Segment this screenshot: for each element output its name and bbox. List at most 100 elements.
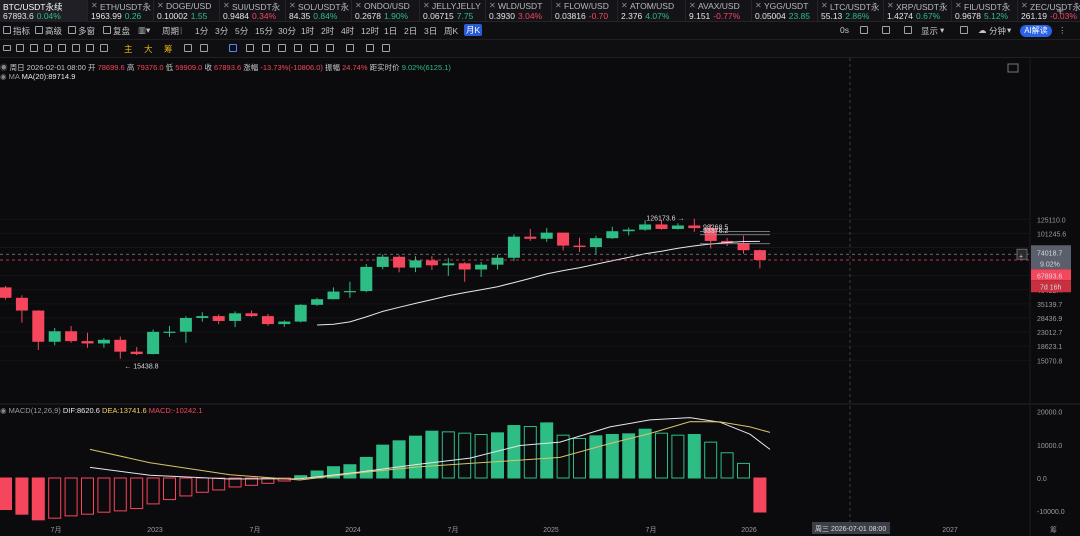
macd-bar — [245, 477, 258, 486]
display-button[interactable]: 显示 — [921, 26, 939, 36]
symbol-tab[interactable]: ✕ ATOM/USD 2.376 4.07% — [618, 0, 686, 22]
close-tab-icon[interactable]: ✕ — [689, 1, 696, 10]
ma-eye-icon[interactable]: ◉ — [0, 72, 9, 81]
symbol-tab[interactable]: ✕ SUI/USDT永 0.9484 0.34% — [220, 0, 286, 22]
ray-tool-icon[interactable] — [30, 44, 38, 52]
snapshot-icon[interactable] — [882, 26, 890, 34]
cloud-icon[interactable]: ☁ — [978, 25, 987, 35]
main-chart-button[interactable]: 主 — [124, 44, 133, 54]
replay-button[interactable]: 复盘 — [113, 26, 131, 36]
ai-interpret-button[interactable]: AI解读 — [1020, 25, 1052, 37]
advanced-button[interactable]: 高级 — [45, 26, 63, 36]
price-chart[interactable]: 125110.0101245.681933.453657.443422.4351… — [0, 58, 1080, 536]
fullscreen-icon[interactable] — [960, 26, 968, 34]
eye-icon[interactable] — [326, 44, 334, 52]
tab-symbol: ETH/USDT永 — [100, 2, 152, 12]
interval-option[interactable]: 3分 — [215, 26, 229, 36]
magnet-icon[interactable] — [246, 44, 254, 52]
macd-info: ◉ MACD(12,26,9) DIF:8620.6 DEA:13741.6 M… — [0, 406, 203, 415]
close-tab-icon[interactable]: ✕ — [955, 1, 962, 10]
measure-tool-icon[interactable] — [72, 44, 80, 52]
close-tab-icon[interactable]: ✕ — [423, 1, 430, 10]
interval-option[interactable]: 1时 — [301, 26, 315, 36]
symbol-tab[interactable]: ✕ JELLYJELLY 0.06715 7.75 — [420, 0, 486, 22]
close-tab-icon[interactable]: ✕ — [555, 1, 562, 10]
symbol-tab[interactable]: ✕ FLOW/USD 0.03816 -0.70 — [552, 0, 618, 22]
close-tab-icon[interactable]: ✕ — [1021, 1, 1028, 10]
ruler-icon[interactable] — [184, 44, 192, 52]
close-tab-icon[interactable]: ✕ — [621, 1, 628, 10]
symbol-tab[interactable]: ✕ FIL/USDT永 0.9678 5.12% — [952, 0, 1018, 22]
symbol-tab[interactable]: ✕ SOL/USDT永 84.35 0.84% — [286, 0, 352, 22]
symbol-tab[interactable]: BTC/USDT永续 67893.6 0.04% — [0, 0, 88, 22]
fib-tool-icon[interactable] — [58, 44, 66, 52]
macd-histogram — [0, 417, 771, 521]
close-tab-icon[interactable]: ✕ — [355, 1, 362, 10]
multi-window-button[interactable]: 多窗 — [78, 26, 96, 36]
close-tab-icon[interactable]: ✕ — [489, 1, 496, 10]
trash-icon[interactable] — [346, 44, 354, 52]
close-label: 收 — [204, 63, 212, 72]
interval-option[interactable]: 月K — [464, 24, 483, 36]
interval-option[interactable]: 周K — [444, 26, 459, 36]
interval-option[interactable]: 15分 — [255, 26, 273, 36]
close-tab-icon[interactable]: ✕ — [223, 1, 230, 10]
copy-icon[interactable] — [229, 44, 237, 52]
interval-option[interactable]: 4时 — [341, 26, 355, 36]
symbol-tab[interactable]: ✕ DOGE/USD 0.10002 1.55 — [154, 0, 220, 22]
lock-icon[interactable] — [310, 44, 318, 52]
time-axis-label: 2026 — [741, 527, 757, 534]
add-tab-icon[interactable]: + — [1056, 3, 1064, 18]
close-tab-icon[interactable]: ✕ — [755, 1, 762, 10]
interval-option[interactable]: 3日 — [424, 26, 438, 36]
close-tab-icon[interactable]: ✕ — [887, 1, 894, 10]
close-tab-icon[interactable]: ✕ — [821, 1, 828, 10]
symbol-tab[interactable]: ✕ XRP/USDT永 1.4274 0.67% — [884, 0, 952, 22]
symbol-tab[interactable]: ✕ AVAX/USD 9.151 -0.77% — [686, 0, 752, 22]
tab-price: 2.376 4.07% — [621, 11, 670, 21]
close-tab-icon[interactable]: ✕ — [289, 1, 296, 10]
big-order-button[interactable]: 大 — [144, 44, 153, 54]
eye-toggle-icon[interactable]: ◉ — [0, 63, 10, 72]
line-tool-icon[interactable] — [16, 44, 24, 52]
indicator-button[interactable]: 指标 — [13, 26, 31, 36]
interval-option[interactable]: 1分 — [195, 26, 209, 36]
interval-option[interactable]: 2日 — [404, 26, 418, 36]
macd-eye-icon[interactable]: ◉ — [0, 406, 9, 415]
interval-option[interactable]: 30分 — [278, 26, 296, 36]
symbol-tab[interactable]: ✕ ONDO/USD 0.2678 1.90% — [352, 0, 420, 22]
display-chevron-icon[interactable]: ▾ — [940, 25, 945, 35]
ma-label[interactable]: MA — [8, 72, 20, 81]
symbol-tab[interactable]: ✕ LTC/USDT永 55.13 2.86% — [818, 0, 884, 22]
macd-tick-label: 20000.0 — [1037, 410, 1062, 417]
settings-icon[interactable] — [904, 26, 912, 34]
symbol-tab[interactable]: ✕ ETH/USDT永 1963.99 0.26 — [88, 0, 154, 22]
chip-button[interactable]: 筹 — [164, 44, 173, 54]
interval-option[interactable]: 2时 — [321, 26, 335, 36]
layout-icon[interactable] — [860, 26, 868, 34]
channel-tool-icon[interactable] — [44, 44, 52, 52]
rect-tool-icon[interactable] — [3, 45, 11, 51]
eraser-icon[interactable] — [294, 44, 302, 52]
minute-chevron-icon[interactable]: ▾ — [1007, 25, 1012, 35]
interval-option[interactable]: 1日 — [384, 26, 398, 36]
macd-label[interactable]: MACD(12,26,9) — [8, 406, 61, 415]
hand-icon[interactable] — [262, 44, 270, 52]
chart-type-icon[interactable]: ▥▾ — [138, 25, 151, 35]
symbol-tab[interactable]: ✕ YGG/USDT 0.05004 23.85 — [752, 0, 818, 22]
brush-tool-icon[interactable] — [100, 44, 108, 52]
interval-option[interactable]: 12时 — [361, 26, 379, 36]
close-tab-icon[interactable]: ✕ — [91, 1, 98, 10]
symbol-tab[interactable]: ✕ WLD/USDT 0.3930 3.04% — [486, 0, 552, 22]
alert-icon[interactable] — [200, 44, 208, 52]
close-tab-icon[interactable]: ✕ — [157, 1, 164, 10]
symbol-tab[interactable]: ✕ ZEC/USDT永 261.19 -0.03% — [1018, 0, 1080, 22]
period-button[interactable]: 周期 — [162, 26, 180, 36]
text-tool-icon[interactable] — [86, 44, 94, 52]
interval-option[interactable]: 5分 — [235, 26, 249, 36]
zoom-icon[interactable] — [278, 44, 286, 52]
save-icon[interactable] — [382, 44, 390, 52]
minute-button[interactable]: 分钟 — [989, 26, 1007, 36]
redo-icon[interactable] — [366, 44, 374, 52]
more-icon[interactable]: ⋮ — [1058, 25, 1067, 35]
